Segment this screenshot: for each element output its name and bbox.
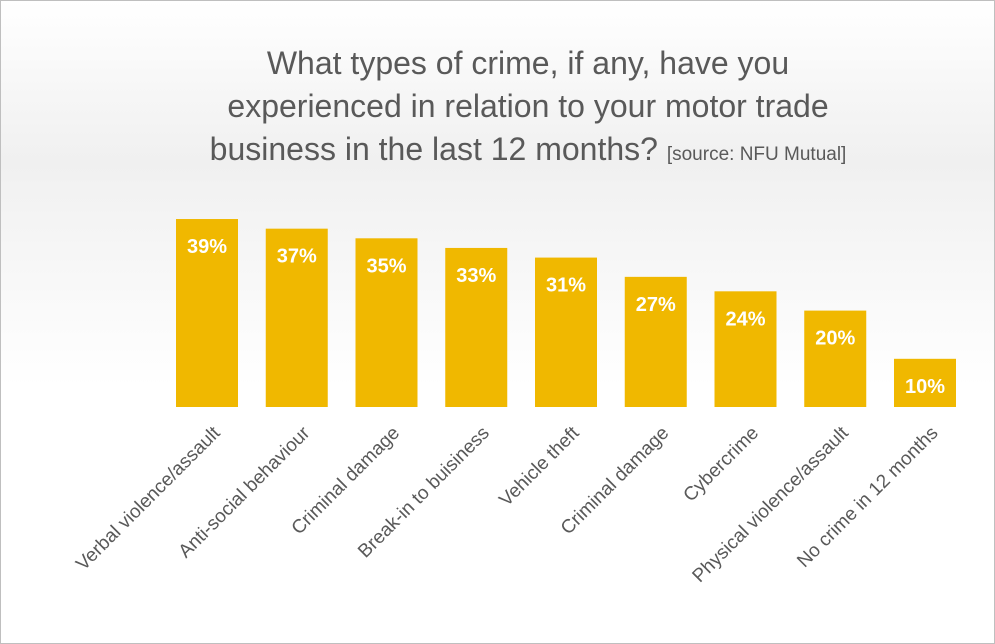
bar <box>535 257 597 407</box>
value-label: 27% <box>636 294 676 316</box>
value-label: 24% <box>725 308 765 330</box>
bar <box>714 291 777 407</box>
bar <box>445 247 508 407</box>
title-line: What types of crime, if any, have you <box>267 45 789 81</box>
value-label: 20% <box>815 328 855 350</box>
value-label: 37% <box>277 246 317 268</box>
source: [source: NFU Mutual] <box>667 144 847 165</box>
bar <box>894 358 956 407</box>
value-label: 39% <box>187 236 227 258</box>
chart-title: business in the last 12 months? [source:… <box>210 131 847 167</box>
bar <box>624 276 687 407</box>
value-label: 10% <box>905 376 945 398</box>
bar <box>804 310 867 407</box>
value-label: 35% <box>366 255 406 277</box>
title-line: experienced in relation to your motor tr… <box>227 88 828 124</box>
bar <box>355 238 418 407</box>
chart-title: experienced in relation to your motor tr… <box>227 88 828 124</box>
chart-title: What types of crime, if any, have you <box>267 45 789 81</box>
bar <box>176 219 238 407</box>
bar <box>265 228 328 407</box>
title-line: business in the last 12 months? <box>210 131 658 167</box>
value-label: 31% <box>546 275 586 297</box>
value-label: 33% <box>456 265 496 287</box>
